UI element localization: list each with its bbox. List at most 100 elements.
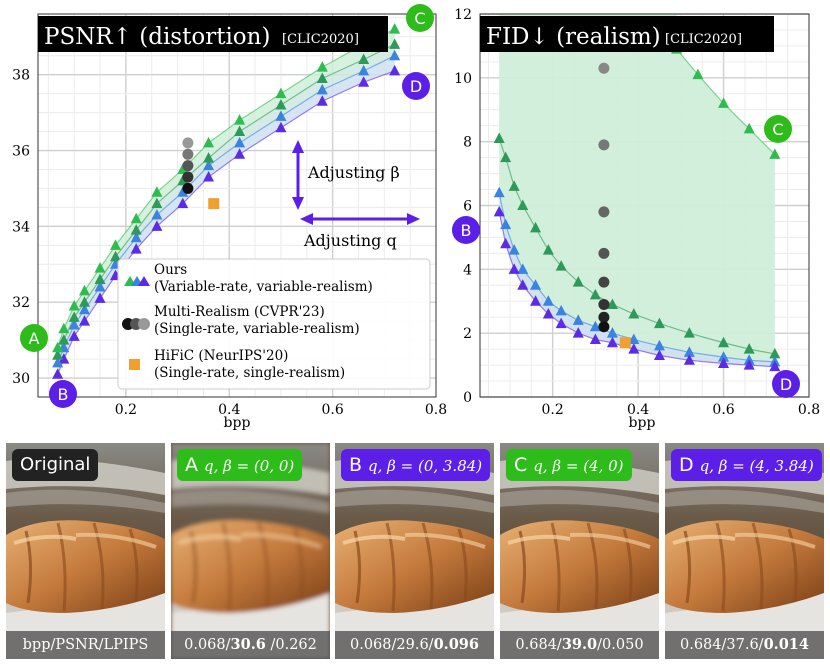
fid-point (589, 333, 601, 345)
psnr-point (110, 250, 122, 262)
fid-point (572, 327, 584, 338)
legend-ours-label: Ours (154, 262, 187, 278)
panel-original: Original bpp/PSNR/LPIPS (6, 443, 165, 659)
fid-series-line (498, 211, 775, 368)
fid-point (500, 151, 512, 163)
fid-point (683, 354, 695, 365)
psnr-point (389, 38, 401, 49)
R-ytick: 8 (463, 135, 472, 151)
fid-point (589, 320, 601, 332)
fid-band (499, 192, 775, 367)
psnr-badge-b: B (49, 380, 77, 408)
psnr-multirealism-point (182, 148, 194, 160)
R-ytick: 6 (463, 199, 472, 215)
psnr-point (68, 299, 80, 311)
fid-point (683, 346, 695, 357)
fid-xlabel: bpp (629, 415, 656, 431)
psnr-point (130, 212, 142, 224)
psnr-point (177, 197, 189, 209)
psnr-point (130, 243, 142, 254)
fid-region (499, 14, 775, 367)
psnr-multirealism-point (182, 160, 194, 172)
fid-point (500, 218, 512, 230)
psnr-title: PSNR↑ (distortion) (44, 24, 270, 50)
svg-text:D: D (780, 375, 792, 394)
psnr-point (52, 368, 64, 379)
charts: 0.2 0.4 0.6 0.8 30 32 34 36 38 PSNR↑ (distortion… (12, 4, 820, 431)
svg-text:A: A (29, 329, 40, 348)
fid-point (769, 148, 781, 159)
fid-ticks: 0.2 0.4 0.6 0.8 0 2 4 6 8 10 12 (454, 7, 820, 418)
panel-a-caption: 0.068/30.6 /0.262 (171, 631, 330, 659)
fid-badge-c: C (764, 115, 792, 143)
adjusting-beta-label: Adjusting β (307, 163, 400, 182)
fid-point (606, 298, 618, 309)
fid-multirealism-point (598, 298, 610, 310)
fid-lines (498, 48, 776, 368)
psnr-point (130, 224, 142, 235)
psnr-point (151, 220, 163, 231)
fid-multirealism-point (598, 311, 610, 323)
psnr-point (389, 64, 401, 76)
psnr-hific-point (208, 198, 220, 210)
psnr-point (94, 281, 106, 292)
fid-point (517, 263, 529, 274)
fid-point (542, 295, 554, 306)
psnr-point (203, 136, 215, 148)
psnr-point (234, 136, 246, 148)
fid-title-box (480, 16, 774, 52)
fid-point (653, 339, 665, 351)
L-xtick: 0.6 (321, 402, 343, 418)
psnr-point (79, 315, 91, 326)
psnr-point (79, 296, 91, 307)
psnr-point (68, 330, 80, 341)
L-ytick: 34 (12, 219, 30, 235)
fid-marks (493, 43, 781, 372)
L-ytick: 32 (12, 295, 30, 311)
fid-point (555, 260, 567, 271)
psnr-point (316, 95, 328, 106)
fid-point (555, 317, 567, 329)
fid-multirealism-point (598, 139, 610, 151)
legend-hific-sub: (Single-rate, single-realism) (154, 365, 345, 381)
panel-original-caption: bpp/PSNR/LPIPS (6, 631, 165, 659)
psnr-multirealism-point (182, 182, 194, 194)
psnr-point (275, 87, 287, 99)
fid-point (718, 97, 730, 108)
fid-hific-point (619, 337, 631, 349)
L-xtick: 0.4 (218, 402, 240, 418)
legend-multirealism-sub: (Single-rate, variable-realism) (154, 321, 360, 337)
fid-point (628, 333, 640, 345)
psnr-point (94, 273, 106, 284)
psnr-point (234, 148, 246, 159)
R-ytick: 10 (454, 71, 472, 87)
psnr-point (52, 349, 64, 360)
psnr-point (316, 61, 328, 72)
psnr-point (177, 163, 189, 174)
fid-point (606, 336, 618, 348)
psnr-multirealism-point (182, 171, 194, 183)
R-ytick: 4 (463, 262, 472, 278)
adjusting-beta-arrow (292, 140, 304, 210)
L-ytick: 36 (12, 144, 30, 160)
psnr-point (79, 284, 91, 296)
psnr-xlabel: bpp (224, 415, 251, 431)
fid-point (542, 244, 554, 255)
fid-point (743, 122, 755, 134)
psnr-point (234, 114, 246, 125)
fid-point (769, 360, 781, 372)
fid-multirealism-point (598, 206, 610, 218)
legend-hific-marker (129, 359, 140, 370)
R-xtick: 0.8 (798, 402, 820, 418)
psnr-point (58, 334, 70, 345)
psnr-point (130, 231, 142, 243)
psnr-point (203, 159, 215, 171)
fid-point (517, 279, 529, 290)
fid-point (653, 349, 665, 361)
fid-point (743, 359, 755, 370)
